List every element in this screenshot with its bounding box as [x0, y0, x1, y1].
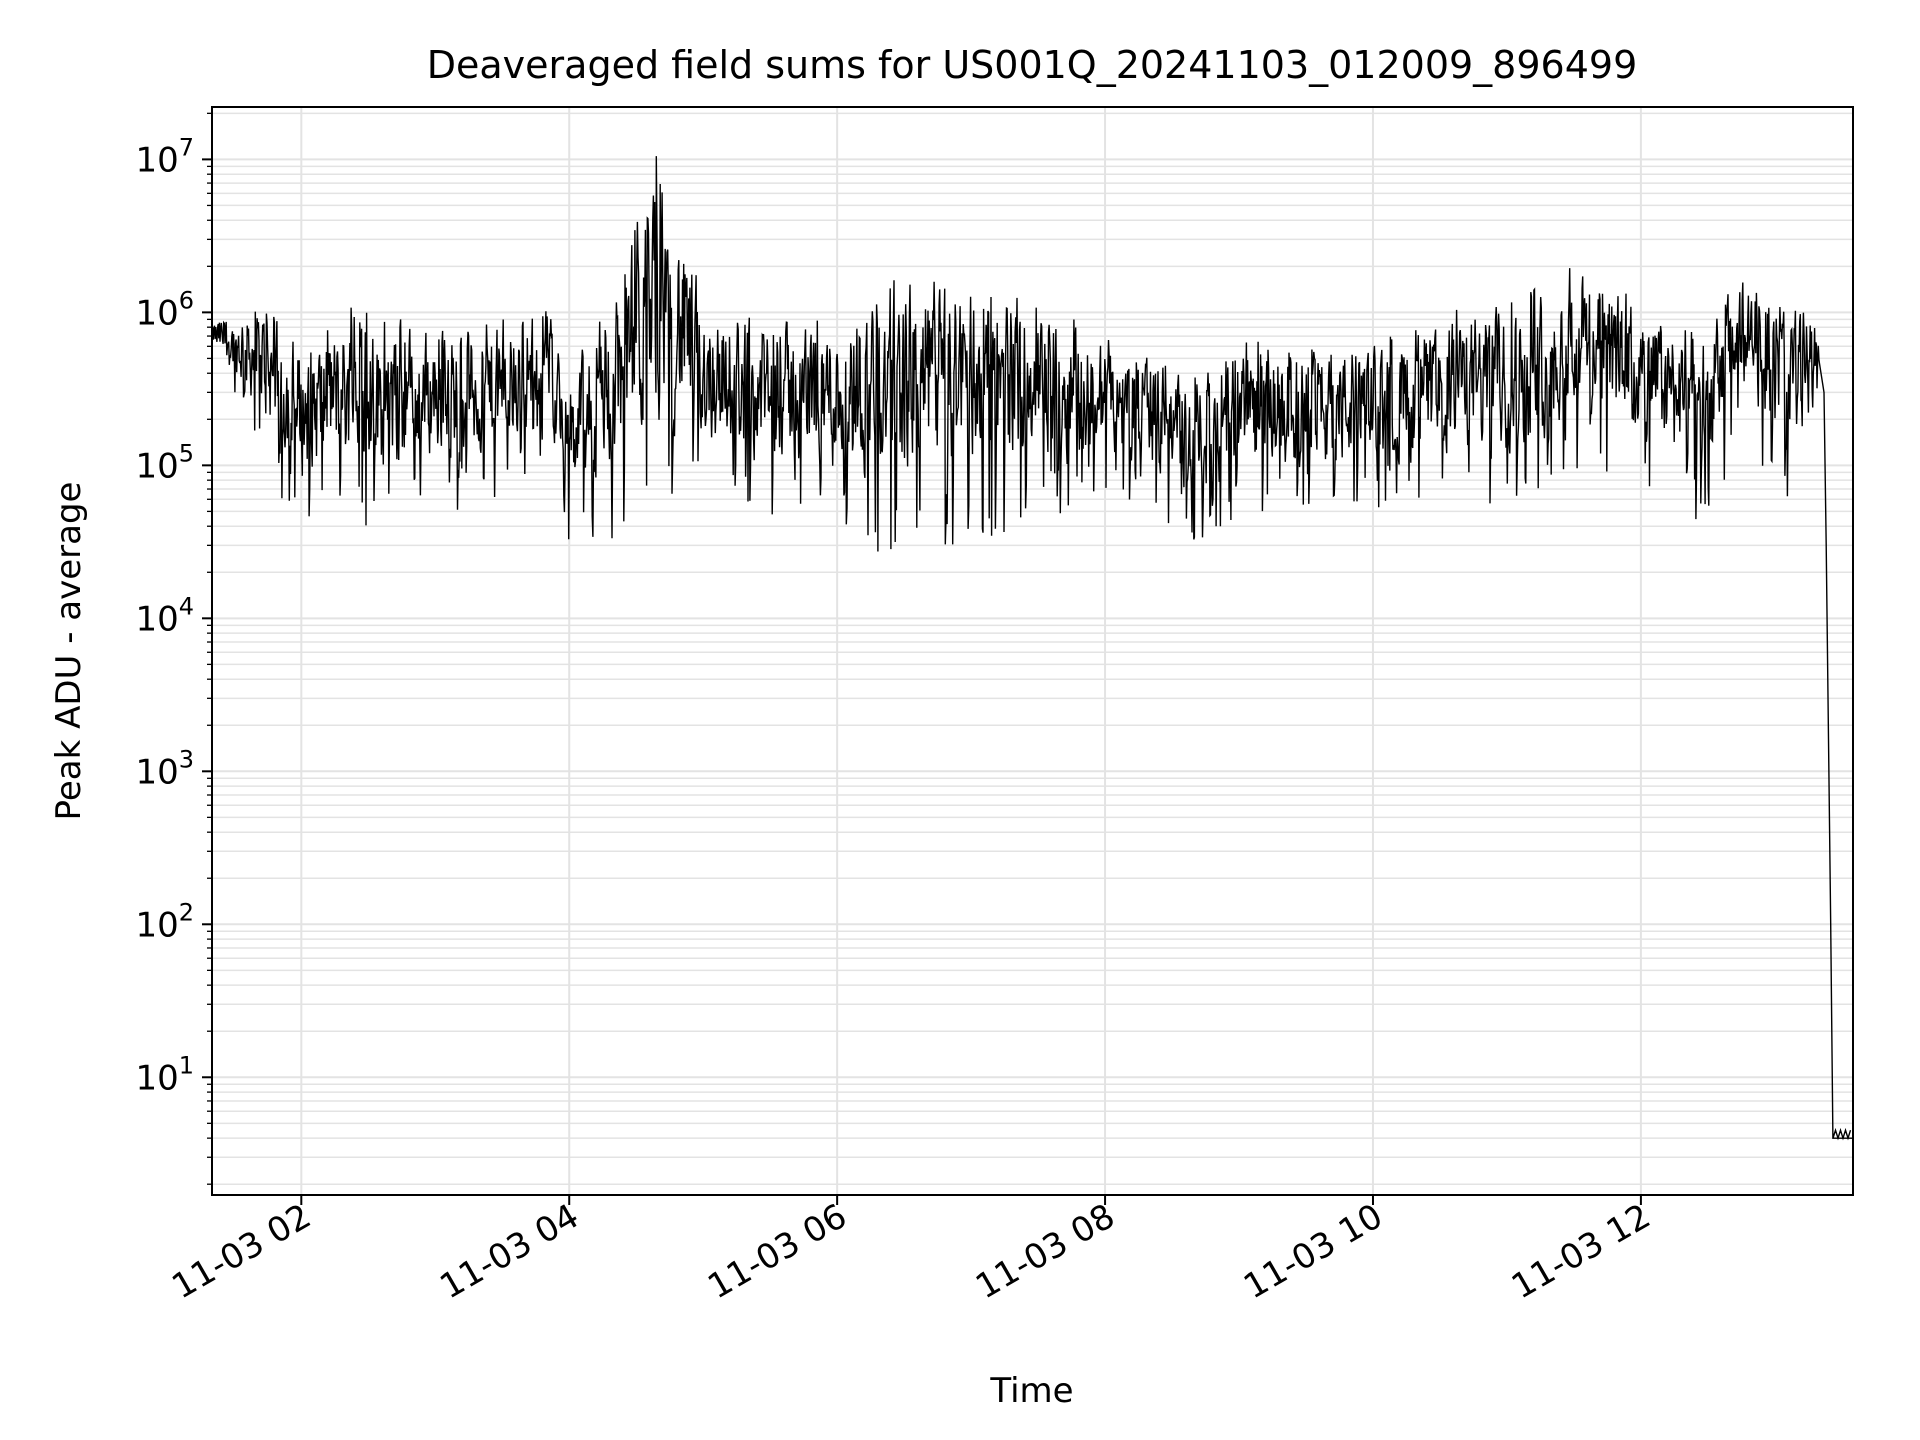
- y-tick-label: 107: [135, 133, 194, 180]
- y-tick-label: 104: [135, 592, 194, 639]
- y-tick-label: 101: [135, 1051, 194, 1098]
- series-line: [211, 156, 1853, 1141]
- grid: [212, 107, 1853, 1195]
- y-axis: 101 102 103 104 105 106 107: [135, 112, 212, 1185]
- y-tick-label: 103: [135, 745, 194, 792]
- y-tick-label: 106: [135, 286, 194, 333]
- x-axis-label: Time: [989, 1371, 1073, 1411]
- plot-frame: [211, 106, 1854, 1196]
- series: [211, 156, 1853, 1141]
- y-tick-label: 105: [135, 439, 194, 486]
- chart-title: Deaveraged field sums for US001Q_2024110…: [427, 43, 1638, 87]
- y-tick-label: 102: [135, 898, 194, 945]
- y-axis-label: Peak ADU - average: [49, 482, 89, 821]
